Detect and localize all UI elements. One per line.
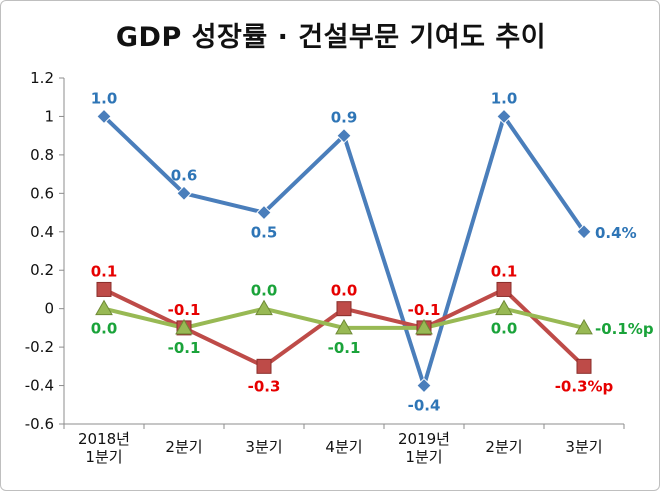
x-category-label: 2019년 1분기 bbox=[398, 430, 450, 466]
x-category-label: 2분기 bbox=[485, 438, 522, 456]
series-1-point bbox=[256, 204, 272, 221]
series-1-point bbox=[496, 108, 512, 125]
y-tick-label: 1 bbox=[44, 107, 54, 125]
series-3-data-label: -0.1%p bbox=[595, 320, 654, 338]
series-2-data-label: -0.1 bbox=[168, 301, 201, 319]
series-1-point bbox=[576, 224, 592, 240]
series-2-data-label: 0.1 bbox=[491, 262, 518, 280]
series-3-point bbox=[255, 299, 273, 316]
x-category-label: 3분기 bbox=[245, 438, 282, 456]
series-1-data-label: -0.4 bbox=[408, 397, 441, 415]
series-1-point bbox=[336, 127, 352, 144]
series-1-data-label: 0.4% bbox=[595, 224, 637, 242]
series-1-data-label: 0.5 bbox=[251, 224, 278, 242]
series-3-point bbox=[495, 299, 513, 316]
y-tick-label: -0.4 bbox=[25, 377, 54, 395]
y-tick-label: 0.8 bbox=[30, 146, 54, 164]
chart-title: GDP 성장률 · 건설부문 기여도 추이 bbox=[115, 22, 547, 53]
series-3-point bbox=[415, 318, 433, 335]
series-3-point bbox=[575, 318, 593, 335]
series-1-data-label: 0.9 bbox=[331, 109, 358, 127]
series-2-data-label: -0.1 bbox=[408, 301, 441, 319]
series-2-point bbox=[96, 281, 112, 297]
series-3-point bbox=[335, 318, 353, 335]
series-2-data-label: -0.3%p bbox=[555, 377, 614, 395]
x-category-label: 2018년 1분기 bbox=[78, 430, 130, 466]
series-3-data-label: -0.1 bbox=[168, 339, 201, 357]
series-2-data-label: 0.0 bbox=[331, 282, 358, 300]
x-category-label: 4분기 bbox=[325, 438, 362, 456]
series-3-data-label: 0.0 bbox=[491, 320, 518, 338]
series-2-data-label: 0.1 bbox=[91, 262, 118, 280]
series-2-point bbox=[576, 358, 592, 374]
series-1-point bbox=[176, 185, 192, 202]
y-tick-label: 0.2 bbox=[30, 261, 54, 279]
series-2-point bbox=[336, 301, 352, 317]
x-category-label: 2분기 bbox=[165, 438, 202, 456]
y-tick-label: -0.6 bbox=[25, 415, 54, 433]
series-3-data-label: 0.0 bbox=[251, 282, 278, 300]
series-2-point bbox=[496, 281, 512, 297]
series-3-point bbox=[95, 299, 113, 316]
series-2-data-label: -0.3 bbox=[248, 377, 281, 395]
series-1-data-label: 1.0 bbox=[491, 89, 518, 107]
series-3-point bbox=[175, 318, 193, 335]
y-tick-label: 0 bbox=[44, 300, 54, 318]
y-tick-label: 0.6 bbox=[30, 184, 54, 202]
y-tick-label: 0.4 bbox=[30, 223, 54, 241]
series-2-point bbox=[256, 358, 272, 374]
y-tick-label: -0.2 bbox=[25, 338, 54, 356]
series-1-data-label: 0.6 bbox=[171, 166, 198, 184]
x-category-label: 3분기 bbox=[565, 438, 602, 456]
series-1-data-label: 1.0 bbox=[91, 89, 118, 107]
series-1-point bbox=[96, 108, 112, 125]
y-tick-label: 1.2 bbox=[30, 69, 54, 87]
series-3-data-label: 0.0 bbox=[91, 320, 118, 338]
series-3-data-label: -0.1 bbox=[328, 339, 361, 357]
series-1-point bbox=[416, 377, 432, 394]
